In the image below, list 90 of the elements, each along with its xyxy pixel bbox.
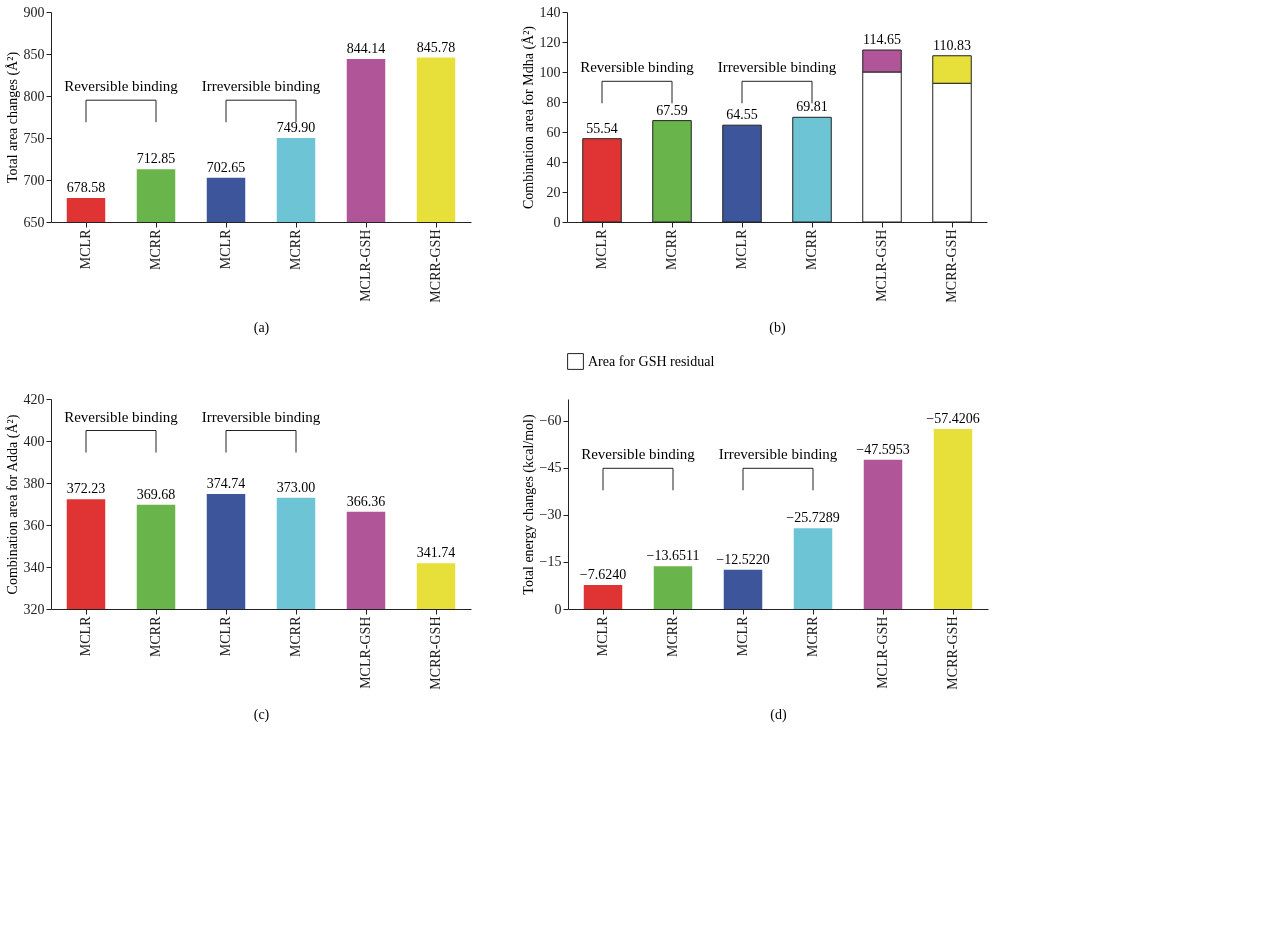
data-label: −57.4206 bbox=[926, 411, 980, 427]
x-tick-label: MCRR-GSH bbox=[945, 616, 960, 690]
y-tick-label: 400 bbox=[23, 433, 45, 449]
y-tick-label: −30 bbox=[539, 507, 562, 523]
data-label: −13.6511 bbox=[646, 548, 700, 564]
data-label: 341.74 bbox=[416, 545, 456, 561]
y-tick-label: 340 bbox=[23, 559, 45, 575]
annotation: Irreversible binding bbox=[201, 408, 321, 425]
y-axis-title: Total energy changes (kcal/mol) bbox=[520, 414, 537, 595]
y-tick-label: −45 bbox=[539, 460, 562, 476]
data-label: 678.58 bbox=[66, 179, 106, 195]
annotation: Reversible binding bbox=[64, 78, 179, 95]
x-axis-title: (c) bbox=[253, 706, 270, 723]
total-label: 114.65 bbox=[863, 32, 901, 48]
data-label: 374.74 bbox=[206, 476, 246, 492]
data-label: 749.90 bbox=[276, 120, 316, 136]
x-tick-label: MCRR bbox=[288, 615, 303, 657]
y-tick-label: 60 bbox=[546, 124, 561, 140]
x-tick-label: MCLR-GSH bbox=[875, 616, 890, 689]
y-tick-label: 0 bbox=[553, 214, 561, 230]
total-label: 67.59 bbox=[656, 102, 688, 118]
data-label: −25.7289 bbox=[786, 510, 840, 526]
annotation: Irreversible binding bbox=[718, 446, 838, 463]
x-tick-label: MCLR bbox=[734, 228, 749, 270]
data-label: 369.68 bbox=[136, 486, 176, 502]
y-axis-title: Combination area for Mdha (Å²) bbox=[520, 25, 537, 210]
total-label: 69.81 bbox=[796, 99, 828, 115]
data-label: 366.36 bbox=[346, 493, 386, 509]
x-axis-title: (b) bbox=[769, 319, 786, 336]
annotation: Reversible binding bbox=[64, 408, 179, 425]
x-tick-label: MCRR bbox=[288, 228, 303, 270]
data-label: 372.23 bbox=[66, 481, 106, 497]
x-tick-label: MCLR bbox=[78, 228, 93, 270]
y-tick-label: 900 bbox=[23, 4, 45, 20]
x-tick-label: MCLR-GSH bbox=[358, 229, 373, 302]
x-tick-label: MCLR bbox=[218, 615, 233, 657]
data-label: 373.00 bbox=[276, 479, 316, 495]
total-label: 64.55 bbox=[726, 107, 758, 123]
y-tick-label: −15 bbox=[539, 554, 562, 570]
y-tick-label: 20 bbox=[546, 184, 561, 200]
x-tick-label: MCRR bbox=[148, 615, 163, 657]
x-tick-label: MCRR bbox=[148, 228, 163, 270]
x-tick-label: MCRR bbox=[804, 228, 819, 270]
x-tick-label: MCRR-GSH bbox=[944, 229, 959, 303]
y-tick-label: 800 bbox=[23, 88, 45, 104]
annotation: Reversible binding bbox=[580, 59, 695, 76]
y-tick-label: 40 bbox=[546, 154, 561, 170]
legend-label: Area for GSH residual bbox=[588, 353, 715, 369]
y-axis-title: Total area changes (Å²) bbox=[4, 51, 21, 184]
x-tick-label: MCRR-GSH bbox=[428, 229, 443, 303]
y-axis-title: Combination area for Adda (Å²) bbox=[4, 414, 21, 595]
y-tick-label: 380 bbox=[23, 475, 45, 491]
x-tick-label: MCLR-GSH bbox=[358, 616, 373, 689]
y-tick-label: 850 bbox=[23, 46, 45, 62]
y-tick-label: 320 bbox=[23, 601, 45, 617]
annotation: Reversible binding bbox=[581, 446, 696, 463]
data-label: −47.5953 bbox=[856, 441, 910, 457]
x-axis-title: (d) bbox=[770, 706, 787, 723]
x-tick-label: MCRR bbox=[664, 228, 679, 270]
data-label: 712.85 bbox=[136, 151, 176, 167]
y-tick-label: 120 bbox=[539, 34, 561, 50]
annotation: Irreversible binding bbox=[201, 78, 321, 95]
data-label: 845.78 bbox=[416, 39, 456, 55]
total-label: 110.83 bbox=[933, 37, 971, 53]
y-tick-label: 100 bbox=[539, 64, 561, 80]
x-tick-label: MCLR bbox=[218, 228, 233, 270]
y-tick-label: 700 bbox=[23, 172, 45, 188]
y-tick-label: 650 bbox=[23, 214, 45, 230]
y-tick-label: −60 bbox=[539, 413, 562, 429]
y-tick-label: 360 bbox=[23, 517, 45, 533]
x-tick-label: MCLR bbox=[594, 228, 609, 270]
x-axis-title: (a) bbox=[253, 319, 270, 336]
data-label: 844.14 bbox=[346, 40, 386, 56]
x-tick-label: MCRR bbox=[805, 615, 820, 657]
y-tick-label: 140 bbox=[539, 4, 561, 20]
data-label: −7.6240 bbox=[579, 567, 627, 583]
y-tick-label: 0 bbox=[554, 601, 562, 617]
x-tick-label: MCLR-GSH bbox=[874, 229, 889, 302]
y-tick-label: 750 bbox=[23, 130, 45, 146]
x-tick-label: MCRR-GSH bbox=[428, 616, 443, 690]
x-tick-label: MCLR bbox=[78, 615, 93, 657]
y-tick-label: 80 bbox=[546, 94, 561, 110]
data-label: −12.5220 bbox=[716, 551, 770, 567]
x-tick-label: MCRR bbox=[665, 615, 680, 657]
annotation: Irreversible binding bbox=[717, 59, 837, 76]
x-tick-label: MCLR bbox=[735, 615, 750, 657]
data-label: 702.65 bbox=[206, 159, 246, 175]
x-tick-label: MCLR bbox=[595, 615, 610, 657]
y-tick-label: 420 bbox=[23, 391, 45, 407]
total-label: 55.54 bbox=[586, 120, 618, 136]
